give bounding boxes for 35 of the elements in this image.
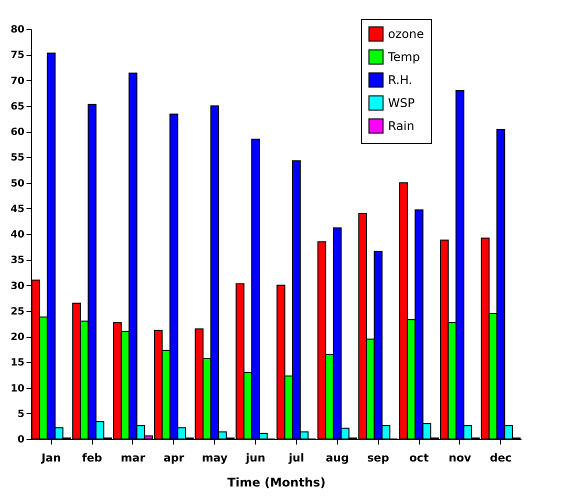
y-tick-label: 25 bbox=[10, 306, 25, 318]
y-tick-label: 80 bbox=[10, 24, 25, 36]
x-tick-label: Jan bbox=[40, 452, 61, 464]
y-tick-label: 30 bbox=[10, 280, 25, 292]
y-tick-label: 55 bbox=[10, 152, 25, 164]
y-tick-label: 20 bbox=[10, 332, 25, 343]
legend-label: Rain bbox=[388, 119, 414, 133]
y-tick-label: 5 bbox=[18, 408, 25, 420]
x-tick-label: jun bbox=[244, 452, 266, 464]
x-tick-label: nov bbox=[448, 452, 472, 464]
y-tick-label: 65 bbox=[10, 101, 25, 112]
y-tick-label: 70 bbox=[10, 76, 25, 87]
x-tick-label: sep bbox=[367, 452, 390, 464]
x-tick-label: feb bbox=[82, 452, 102, 464]
x-tick-label: jul bbox=[288, 452, 304, 464]
y-tick-label: 10 bbox=[10, 383, 25, 394]
x-tick-label: may bbox=[202, 452, 228, 464]
legend-label: WSP bbox=[388, 96, 415, 110]
x-tick-label: aug bbox=[326, 452, 349, 464]
x-tick-label: apr bbox=[163, 452, 185, 464]
y-tick-label: 45 bbox=[10, 204, 25, 215]
y-tick-label: 60 bbox=[10, 127, 25, 138]
x-tick-label: oct bbox=[409, 452, 429, 464]
y-tick-label: 15 bbox=[10, 358, 25, 369]
x-axis-title: Time (Months) bbox=[227, 476, 326, 490]
legend-label: ozone bbox=[388, 27, 424, 41]
x-tick-label: mar bbox=[120, 452, 146, 464]
y-tick-label: 40 bbox=[10, 230, 25, 240]
y-tick-label: 35 bbox=[10, 255, 25, 266]
y-tick-label: 50 bbox=[10, 178, 25, 190]
legend-label: Temp bbox=[387, 50, 420, 64]
y-tick-label: 0 bbox=[18, 434, 25, 446]
y-tick-label: 75 bbox=[10, 50, 25, 62]
x-tick-label: dec bbox=[490, 452, 512, 464]
legend-label: R.H. bbox=[388, 73, 412, 87]
